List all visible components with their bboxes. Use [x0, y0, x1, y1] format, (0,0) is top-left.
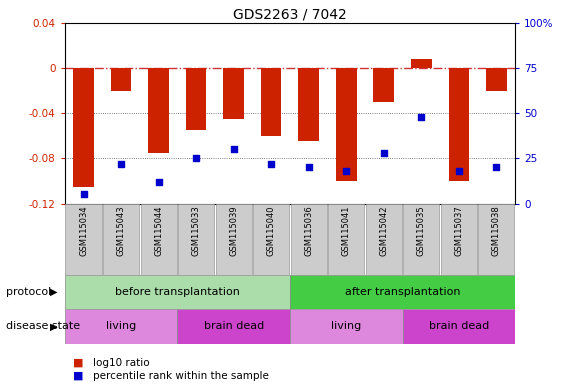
Text: before transplantation: before transplantation	[115, 287, 240, 297]
Text: GSM115040: GSM115040	[267, 206, 276, 256]
Text: log10 ratio: log10 ratio	[93, 358, 150, 368]
Point	[304, 164, 313, 170]
Bar	[253, 204, 289, 275]
Bar	[441, 204, 477, 275]
Bar	[486, 68, 507, 91]
Text: GSM115041: GSM115041	[342, 206, 351, 256]
Bar	[216, 204, 252, 275]
Point	[191, 156, 200, 162]
Point	[267, 161, 276, 167]
Point	[154, 179, 163, 185]
Text: disease state: disease state	[6, 321, 80, 331]
Text: ■: ■	[73, 358, 84, 368]
Text: living: living	[331, 321, 361, 331]
Point	[79, 192, 88, 198]
Text: GSM115037: GSM115037	[454, 206, 463, 257]
Bar	[141, 204, 177, 275]
Bar	[186, 68, 207, 130]
Text: GSM115038: GSM115038	[492, 206, 501, 257]
Bar	[65, 204, 101, 275]
Text: ■: ■	[73, 371, 84, 381]
Bar	[291, 204, 327, 275]
Bar	[290, 309, 403, 344]
Bar	[336, 68, 356, 181]
Text: brain dead: brain dead	[203, 321, 264, 331]
Text: GSM115039: GSM115039	[229, 206, 238, 256]
Text: protocol: protocol	[6, 287, 51, 297]
Bar	[148, 68, 169, 153]
Bar	[111, 68, 131, 91]
Bar	[261, 68, 282, 136]
Bar	[103, 204, 139, 275]
Text: GSM115033: GSM115033	[191, 206, 200, 257]
Point	[492, 164, 501, 170]
Text: GSM115034: GSM115034	[79, 206, 88, 256]
Point	[417, 114, 426, 120]
Bar	[449, 68, 469, 181]
Bar	[328, 204, 364, 275]
Point	[454, 168, 463, 174]
Bar	[366, 204, 402, 275]
Bar	[373, 68, 394, 102]
Text: living: living	[106, 321, 136, 331]
Point	[229, 146, 238, 152]
Text: GSM115042: GSM115042	[379, 206, 388, 256]
Bar	[403, 204, 439, 275]
Text: GSM115036: GSM115036	[304, 206, 313, 257]
Bar	[73, 68, 94, 187]
Point	[379, 150, 388, 156]
Bar	[290, 275, 515, 309]
Bar	[65, 309, 177, 344]
Text: GSM115044: GSM115044	[154, 206, 163, 256]
Bar	[411, 59, 432, 68]
Bar	[178, 204, 214, 275]
Text: ▶: ▶	[50, 321, 57, 331]
Bar	[479, 204, 515, 275]
Point	[342, 168, 351, 174]
Bar	[403, 309, 515, 344]
Bar	[65, 275, 290, 309]
Text: brain dead: brain dead	[428, 321, 489, 331]
Bar	[177, 309, 290, 344]
Text: percentile rank within the sample: percentile rank within the sample	[93, 371, 269, 381]
Text: GSM115043: GSM115043	[117, 206, 126, 256]
Bar	[224, 68, 244, 119]
Title: GDS2263 / 7042: GDS2263 / 7042	[233, 8, 347, 22]
Point	[117, 161, 126, 167]
Text: GSM115035: GSM115035	[417, 206, 426, 256]
Text: ▶: ▶	[50, 287, 57, 297]
Bar	[298, 68, 319, 141]
Text: after transplantation: after transplantation	[345, 287, 461, 297]
